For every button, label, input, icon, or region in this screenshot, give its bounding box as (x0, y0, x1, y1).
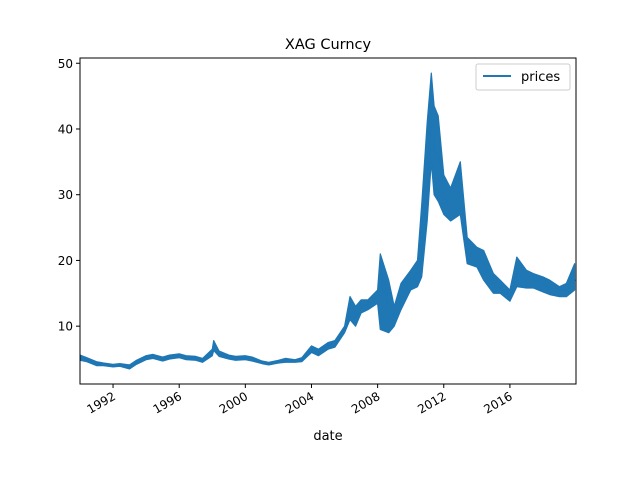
legend-label-prices: prices (521, 70, 560, 85)
data-point (267, 362, 270, 365)
data-point (426, 200, 429, 203)
y-tick-label: 20 (58, 254, 73, 268)
legend: prices (475, 63, 571, 91)
data-point (178, 354, 180, 357)
data-point (234, 357, 237, 360)
data-point (261, 361, 263, 364)
data-point (565, 289, 568, 291)
data-point (310, 348, 313, 351)
y-tick-label: 50 (58, 57, 73, 71)
data-point (400, 295, 402, 298)
data-point (128, 366, 131, 368)
data-point (145, 356, 147, 359)
data-point (251, 358, 253, 360)
data-point (416, 272, 419, 275)
data-point (525, 279, 528, 282)
data-point (449, 207, 452, 209)
data-point (360, 305, 362, 308)
data-point (379, 266, 382, 268)
data-point (532, 279, 535, 282)
data-point (211, 351, 214, 354)
data-point (433, 147, 435, 150)
data-point (168, 356, 171, 358)
data-point (294, 360, 296, 362)
data-point (393, 315, 396, 318)
y-axis: 10 20 30 40 50 (58, 57, 80, 334)
data-point (409, 279, 412, 282)
data-point (95, 362, 98, 365)
data-point (135, 361, 138, 364)
data-point (152, 355, 154, 358)
data-point (387, 308, 390, 311)
data-point (549, 285, 551, 288)
data-point (218, 353, 220, 355)
data-point (482, 262, 485, 265)
data-point (437, 154, 440, 157)
data-point (112, 364, 114, 367)
y-tick-label: 10 (58, 320, 73, 334)
data-point (86, 358, 88, 361)
data-point (317, 351, 320, 354)
data-point (244, 356, 247, 359)
y-tick-label: 40 (58, 122, 73, 136)
data-point (161, 358, 164, 360)
plot-frame (79, 57, 577, 385)
data-point (277, 360, 280, 363)
data-point (499, 285, 502, 288)
legend-box (475, 63, 571, 91)
data-point (466, 253, 469, 255)
data-point (542, 282, 544, 285)
plot-area (80, 58, 576, 384)
data-point (443, 193, 445, 196)
data-point (376, 295, 379, 298)
data-point (119, 364, 121, 366)
chart-title: XAG Curncy (285, 37, 372, 53)
data-point (420, 253, 423, 255)
data-point (334, 343, 336, 345)
data-point (558, 289, 561, 291)
data-point (327, 345, 329, 347)
data-point (301, 358, 303, 361)
data-point (509, 295, 511, 298)
data-point (516, 272, 518, 275)
series-layer (80, 72, 576, 370)
data-point (201, 359, 204, 362)
y-tick-label: 30 (58, 188, 73, 202)
data-point (228, 356, 230, 358)
data-point (284, 359, 287, 362)
data-point (195, 357, 197, 360)
x-axis-label: date (313, 429, 342, 444)
data-point (459, 187, 462, 189)
data-point (573, 279, 576, 282)
data-point (476, 256, 478, 258)
data-point (102, 363, 105, 366)
data-point (492, 282, 495, 285)
data-point (212, 343, 215, 346)
data-point (354, 315, 357, 318)
data-point (349, 302, 351, 305)
data-point (343, 328, 346, 331)
data-point (430, 101, 433, 104)
series-prices-range-band (80, 72, 576, 370)
data-point (185, 356, 187, 359)
data-point (367, 303, 369, 306)
